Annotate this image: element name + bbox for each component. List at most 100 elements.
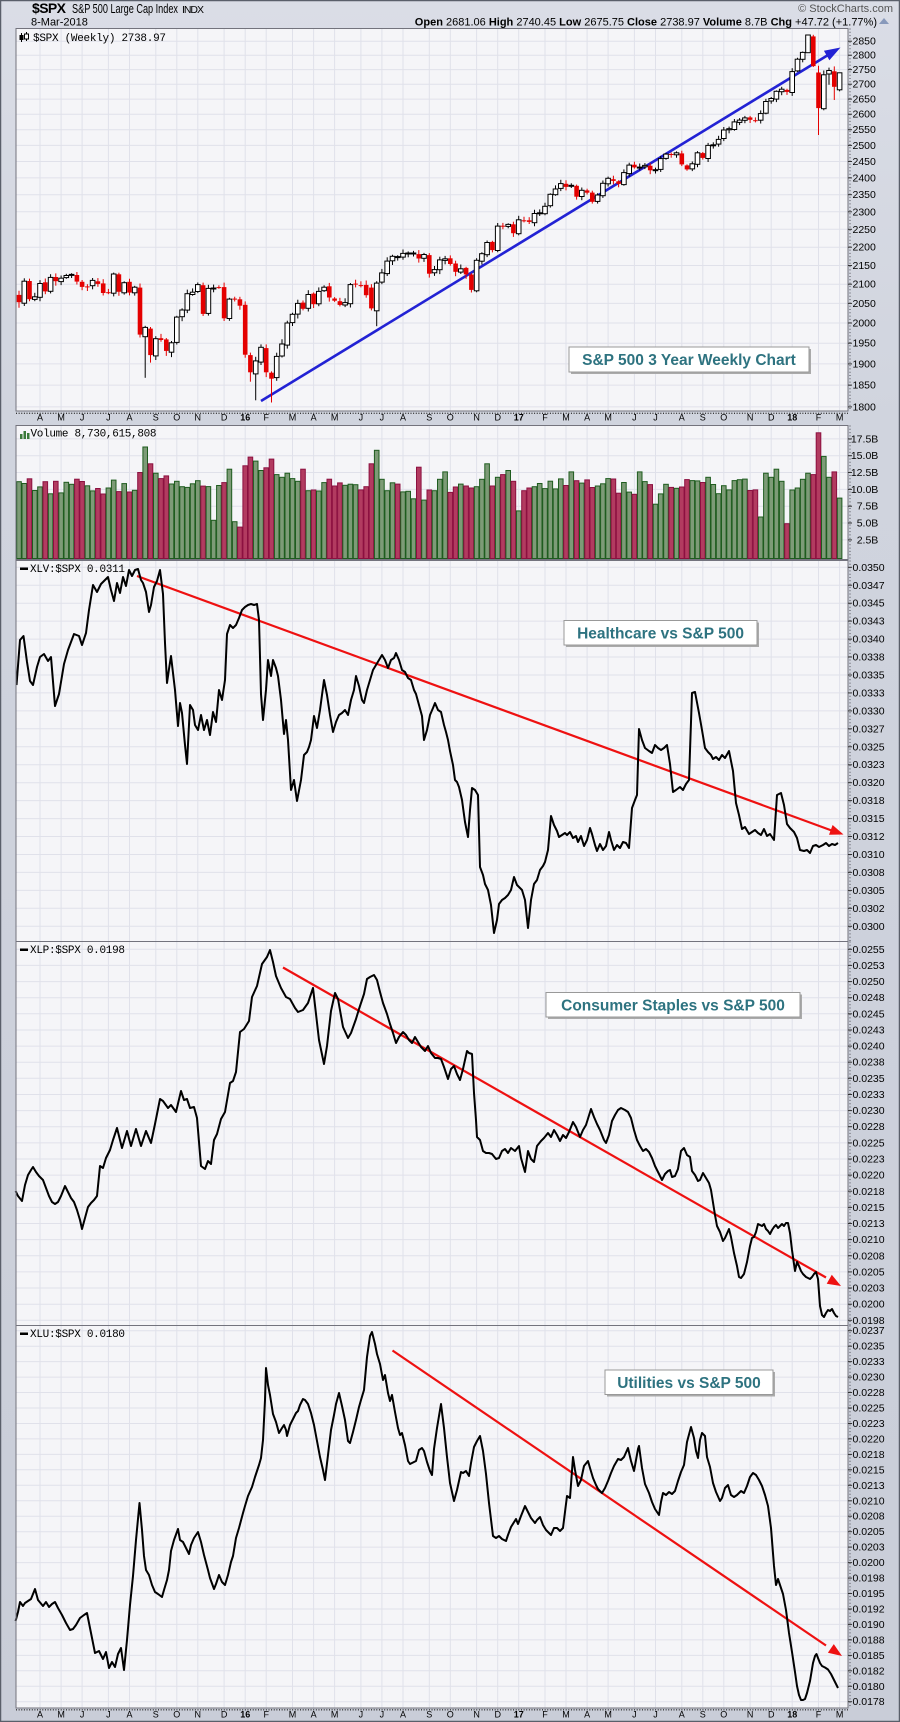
svg-text:N: N bbox=[473, 1710, 480, 1720]
svg-text:XLP:$SPX 0.0198: XLP:$SPX 0.0198 bbox=[30, 945, 125, 957]
svg-text:0.0210: 0.0210 bbox=[853, 1495, 885, 1507]
svg-text:1950: 1950 bbox=[853, 338, 877, 350]
svg-text:A: A bbox=[37, 413, 43, 423]
svg-text:0.0253: 0.0253 bbox=[853, 960, 885, 972]
svg-text:15.0B: 15.0B bbox=[851, 450, 878, 462]
svg-text:2850: 2850 bbox=[853, 36, 877, 48]
svg-text:0.0233: 0.0233 bbox=[853, 1089, 885, 1101]
svg-text:M: M bbox=[289, 413, 297, 423]
svg-text:N: N bbox=[195, 1710, 202, 1720]
svg-text:2100: 2100 bbox=[853, 279, 877, 291]
svg-text:1800: 1800 bbox=[853, 401, 877, 413]
svg-text:J: J bbox=[80, 1710, 85, 1720]
svg-text:0.0203: 0.0203 bbox=[853, 1542, 885, 1554]
svg-text:2600: 2600 bbox=[853, 109, 877, 121]
svg-text:0.0195: 0.0195 bbox=[853, 1588, 885, 1600]
svg-text:2250: 2250 bbox=[853, 224, 877, 236]
svg-text:0.0190: 0.0190 bbox=[853, 1619, 885, 1631]
svg-text:S: S bbox=[426, 1710, 432, 1720]
svg-text:0.0215: 0.0215 bbox=[853, 1202, 885, 1214]
svg-text:18: 18 bbox=[787, 413, 797, 423]
svg-text:J: J bbox=[106, 1710, 111, 1720]
svg-text:0.0213: 0.0213 bbox=[853, 1480, 885, 1492]
svg-text:J: J bbox=[380, 1710, 385, 1720]
svg-text:0.0235: 0.0235 bbox=[853, 1341, 885, 1353]
svg-text:M: M bbox=[604, 1710, 612, 1720]
svg-text:S: S bbox=[700, 1710, 706, 1720]
svg-text:0.0218: 0.0218 bbox=[853, 1186, 885, 1198]
svg-text:2.5B: 2.5B bbox=[857, 534, 879, 546]
svg-text:0.0243: 0.0243 bbox=[853, 1025, 885, 1037]
svg-text:2800: 2800 bbox=[853, 50, 877, 62]
svg-text:16: 16 bbox=[240, 1710, 250, 1720]
svg-text:F: F bbox=[542, 413, 548, 423]
svg-text:M: M bbox=[604, 413, 612, 423]
svg-text:Healthcare vs S&P 500: Healthcare vs S&P 500 bbox=[577, 626, 744, 643]
svg-text:0.0235: 0.0235 bbox=[853, 1073, 885, 1085]
svg-text:F: F bbox=[263, 1710, 269, 1720]
svg-text:M: M bbox=[562, 413, 570, 423]
svg-text:J: J bbox=[380, 413, 385, 423]
svg-text:8-Mar-2018: 8-Mar-2018 bbox=[31, 17, 88, 29]
svg-text:2500: 2500 bbox=[853, 140, 877, 152]
svg-text:D: D bbox=[221, 413, 228, 423]
svg-text:0.0338: 0.0338 bbox=[853, 652, 885, 664]
svg-text:M: M bbox=[562, 1710, 570, 1720]
svg-text:0.0238: 0.0238 bbox=[853, 1057, 885, 1069]
svg-text:0.0200: 0.0200 bbox=[853, 1557, 885, 1569]
svg-text:12.5B: 12.5B bbox=[851, 467, 878, 479]
svg-text:J: J bbox=[653, 1710, 658, 1720]
svg-text:0.0223: 0.0223 bbox=[853, 1154, 885, 1166]
svg-text:10.0B: 10.0B bbox=[851, 484, 878, 496]
svg-text:O: O bbox=[720, 413, 727, 423]
svg-text:0.0185: 0.0185 bbox=[853, 1650, 885, 1662]
svg-text:A: A bbox=[126, 413, 132, 423]
svg-text:M: M bbox=[57, 1710, 65, 1720]
svg-text:0.0255: 0.0255 bbox=[853, 944, 885, 956]
svg-text:© StockCharts.com: © StockCharts.com bbox=[798, 3, 893, 15]
svg-text:O: O bbox=[173, 1710, 180, 1720]
svg-text:0.0335: 0.0335 bbox=[853, 670, 885, 682]
svg-text:M: M bbox=[836, 413, 844, 423]
svg-text:0.0180: 0.0180 bbox=[853, 1681, 885, 1693]
svg-text:0.0230: 0.0230 bbox=[853, 1372, 885, 1384]
svg-text:M: M bbox=[289, 1710, 297, 1720]
svg-text:M: M bbox=[836, 1710, 844, 1720]
svg-text:D: D bbox=[494, 413, 501, 423]
svg-text:F: F bbox=[263, 413, 269, 423]
svg-text:0.0205: 0.0205 bbox=[853, 1266, 885, 1278]
svg-text:$SPX (Weekly) 2738.97: $SPX (Weekly) 2738.97 bbox=[33, 33, 166, 45]
svg-text:0.0178: 0.0178 bbox=[853, 1696, 885, 1708]
svg-text:Volume 8,730,615,808: Volume 8,730,615,808 bbox=[31, 429, 157, 441]
svg-text:7.5B: 7.5B bbox=[857, 501, 879, 513]
svg-text:0.0225: 0.0225 bbox=[853, 1137, 885, 1149]
svg-text:O: O bbox=[447, 413, 454, 423]
svg-text:A: A bbox=[400, 1710, 406, 1720]
svg-text:M: M bbox=[331, 1710, 339, 1720]
svg-text:A: A bbox=[126, 1710, 132, 1720]
svg-text:0.0203: 0.0203 bbox=[853, 1283, 885, 1295]
svg-text:0.0230: 0.0230 bbox=[853, 1105, 885, 1117]
svg-text:0.0327: 0.0327 bbox=[853, 723, 885, 735]
svg-text:F: F bbox=[542, 1710, 548, 1720]
svg-text:0.0345: 0.0345 bbox=[853, 598, 885, 610]
svg-text:2650: 2650 bbox=[853, 94, 877, 106]
svg-text:$SPX: $SPX bbox=[32, 0, 67, 16]
svg-text:0.0225: 0.0225 bbox=[853, 1403, 885, 1415]
svg-text:0.0233: 0.0233 bbox=[853, 1356, 885, 1368]
svg-text:1850: 1850 bbox=[853, 380, 877, 392]
svg-text:A: A bbox=[311, 413, 317, 423]
svg-text:N: N bbox=[747, 413, 754, 423]
svg-text:0.0220: 0.0220 bbox=[853, 1433, 885, 1445]
svg-text:0.0215: 0.0215 bbox=[853, 1464, 885, 1476]
svg-text:0.0218: 0.0218 bbox=[853, 1449, 885, 1461]
svg-text:O: O bbox=[173, 413, 180, 423]
svg-text:0.0198: 0.0198 bbox=[853, 1573, 885, 1585]
svg-text:J: J bbox=[80, 413, 85, 423]
svg-text:16: 16 bbox=[240, 413, 250, 423]
svg-text:1900: 1900 bbox=[853, 358, 877, 370]
svg-text:0.0350: 0.0350 bbox=[853, 562, 885, 574]
svg-text:D: D bbox=[768, 1710, 775, 1720]
svg-text:0.0192: 0.0192 bbox=[853, 1604, 885, 1616]
svg-text:0.0330: 0.0330 bbox=[853, 705, 885, 717]
